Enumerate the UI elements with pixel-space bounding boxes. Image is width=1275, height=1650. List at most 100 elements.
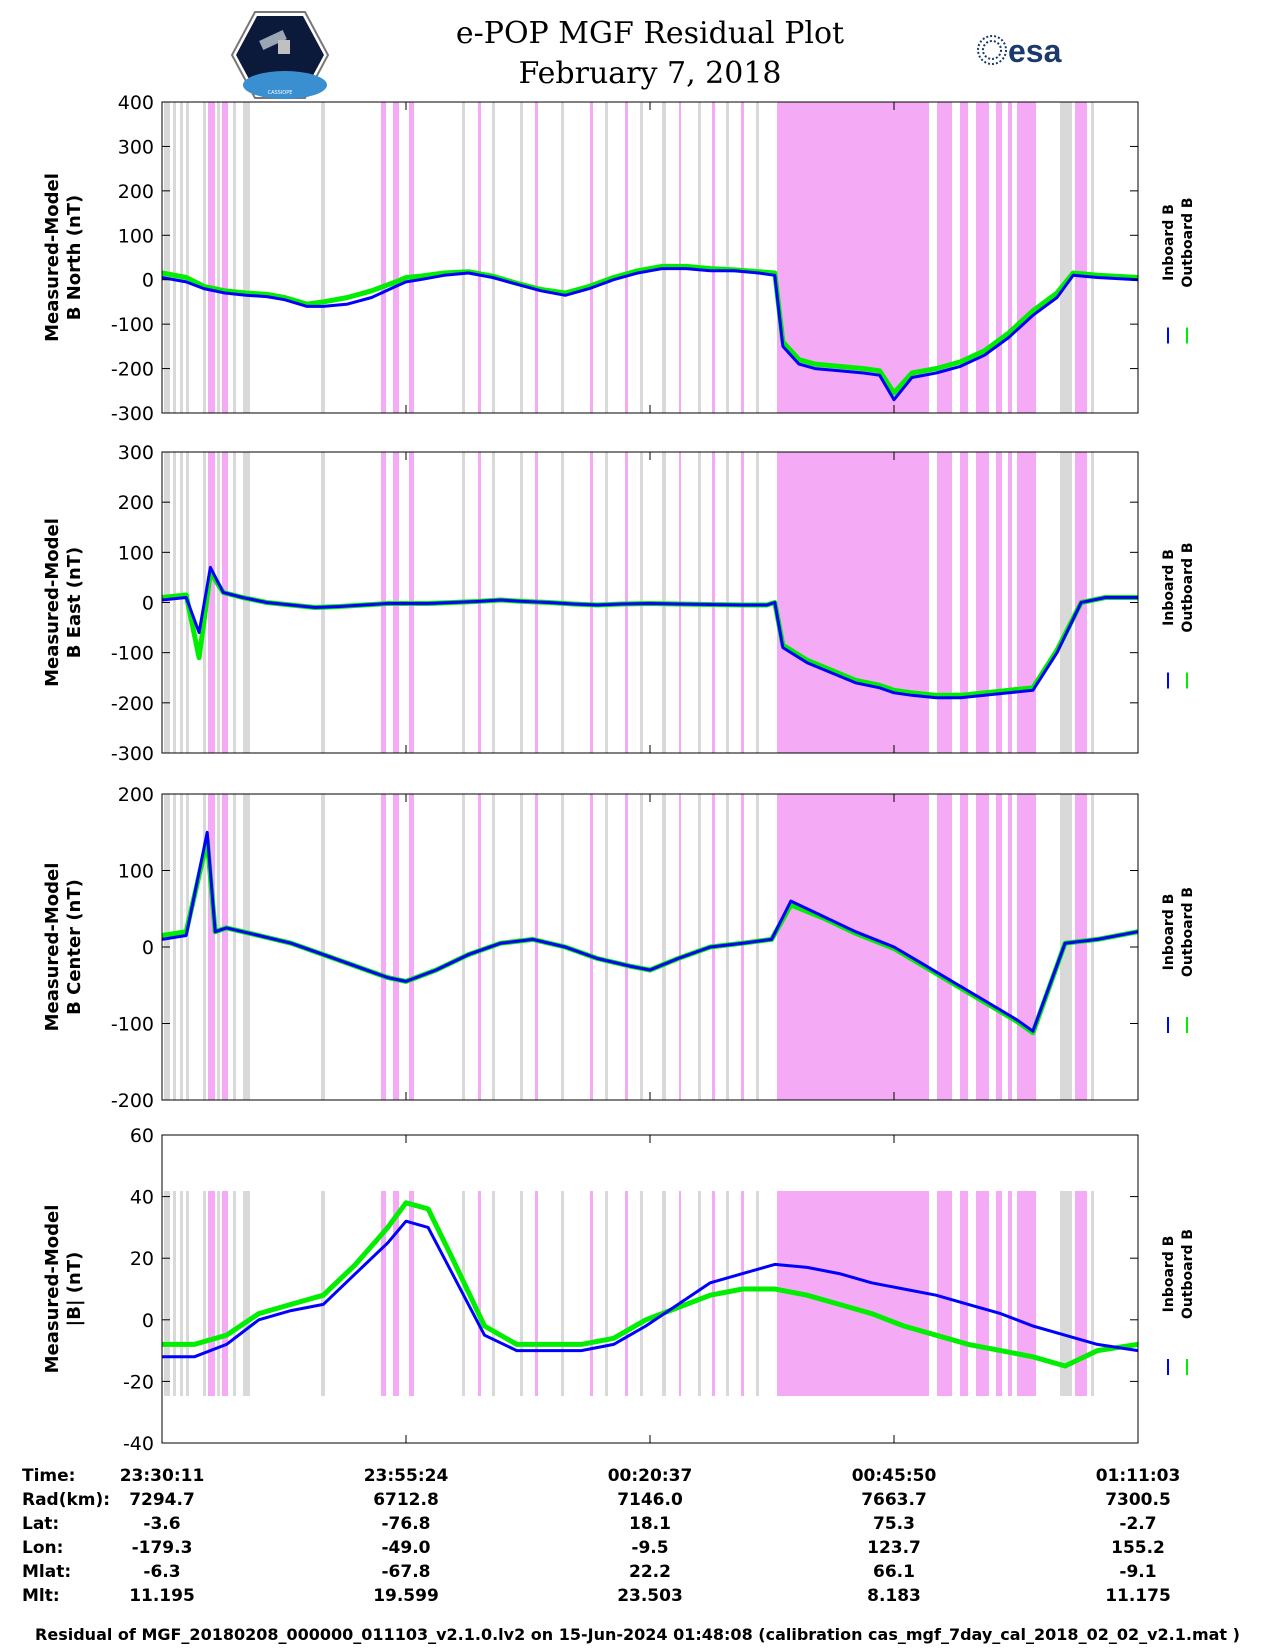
eclipse-band-4	[203, 794, 206, 1100]
eclipse-band-6	[217, 452, 220, 753]
data-gap-band-5	[208, 794, 215, 1100]
cassiope-logo-text: CASSIOPE	[268, 90, 293, 96]
eclipse-band-6	[217, 794, 220, 1100]
info-row-value: 22.2	[629, 1562, 671, 1582]
panel-3: 200 100 0 -100 -200 Measured-Model B Center (n…	[42, 784, 1196, 1112]
eclipse-band-30	[756, 452, 759, 753]
series-outboard-b-line	[161, 263, 1139, 396]
info-row-value: -179.3	[131, 1538, 193, 1558]
info-row-value: 75.3	[873, 1514, 915, 1534]
panel-4-legend: Inboard B Outboard B	[1161, 1229, 1196, 1375]
eclipse-band-21	[605, 102, 608, 413]
series-inboard-b-line	[162, 1219, 1139, 1359]
info-row-4: Mlat: -6.3 -67.8 22.2 66.1 -9.1	[0, 1562, 1275, 1586]
y-tick-label: -100	[111, 643, 154, 665]
info-row-value: -9.1	[1119, 1562, 1157, 1582]
eclipse-band-2	[180, 452, 183, 753]
legend-outboard-label: Outboard B	[1180, 887, 1196, 977]
eclipse-band-30	[756, 102, 759, 413]
data-gap-band-36	[1008, 452, 1012, 753]
y-tick-label: -300	[111, 743, 154, 765]
y-tick-label: -200	[111, 693, 154, 715]
y-tick-label: 40	[130, 1187, 154, 1209]
data-gap-band-22	[625, 794, 628, 1100]
plot-title: e-POP MGF Residual Plot February 7, 2018	[380, 14, 920, 94]
eclipse-band-10	[321, 794, 325, 1100]
eclipse-band-1	[173, 102, 176, 413]
data-gap-band-13	[409, 794, 414, 1100]
eclipse-band-3	[186, 794, 189, 1100]
data-gap-band-35	[996, 1191, 1002, 1396]
data-gap-band-31	[777, 452, 929, 753]
eclipse-band-28	[726, 102, 729, 413]
info-row-label: Rad(km):	[22, 1490, 111, 1510]
eclipse-band-2	[180, 794, 183, 1100]
y-tick-label: 0	[142, 937, 154, 959]
y-tick-label: 300	[118, 442, 154, 464]
panel-3-legend: Inboard B Outboard B	[1161, 887, 1196, 1033]
info-row-value: 7146.0	[617, 1490, 683, 1510]
data-gap-band-20	[590, 1191, 593, 1396]
data-gap-band-37	[1017, 102, 1036, 413]
info-row-value: 6712.8	[373, 1490, 439, 1510]
eclipse-band-10	[321, 102, 325, 413]
eclipse-band-19	[561, 102, 564, 413]
legend-inboard-label: Inboard B	[1161, 204, 1177, 281]
series-outboard-b-line	[161, 569, 1138, 698]
y-tick-label: 100	[118, 861, 154, 883]
panel-1-bands	[164, 102, 1094, 413]
data-gap-band-5	[208, 452, 215, 753]
y-tick-label: 0	[142, 1310, 154, 1332]
panel-2: 300 200 100 0 -100 -200 -300 Measured-Model B Ea…	[42, 442, 1196, 765]
data-gap-band-18	[535, 1191, 538, 1396]
eclipse-band-9	[243, 452, 250, 753]
data-gap-band-12	[393, 1191, 399, 1396]
y-tick-label: 200	[118, 784, 154, 806]
eclipse-band-4	[203, 102, 206, 413]
eclipse-band-10	[321, 452, 325, 753]
y-axis-label-line2: |B| (nT)	[64, 1252, 85, 1327]
data-gap-band-33	[960, 1191, 968, 1396]
info-row-value: 19.599	[373, 1586, 439, 1606]
info-row-value: 18.1	[629, 1514, 671, 1534]
info-row-value: 23:55:24	[363, 1466, 449, 1486]
info-row-value: 01:11:03	[1095, 1466, 1181, 1486]
data-gap-band-33	[960, 452, 968, 753]
eclipse-band-16	[492, 1191, 495, 1396]
y-tick-label: 0	[142, 593, 154, 615]
y-tick-label: -200	[111, 359, 154, 381]
info-row-value: 7663.7	[861, 1490, 927, 1510]
eclipse-band-8	[233, 1191, 236, 1396]
info-row-label: Lat:	[22, 1514, 60, 1534]
eclipse-band-16	[492, 102, 495, 413]
esa-logo: esa	[975, 32, 1085, 76]
plot-title-date: February 7, 2018	[518, 56, 782, 91]
eclipse-band-6	[217, 102, 220, 413]
panel-4-frame	[161, 1134, 1139, 1444]
info-row-value: -67.8	[381, 1562, 431, 1582]
series-inboard-b-line	[161, 267, 1139, 402]
y-tick-label: 200	[118, 181, 154, 203]
legend-outboard-label: Outboard B	[1180, 542, 1196, 632]
eclipse-band-14	[462, 102, 465, 413]
data-gap-band-7	[222, 1191, 228, 1396]
panel-1-legend: Inboard B Outboard B	[1161, 197, 1196, 344]
info-row-label: Time:	[22, 1466, 76, 1486]
eclipse-band-3	[186, 102, 189, 413]
data-gap-band-29	[741, 102, 744, 413]
legend-inboard-label: Inboard B	[1161, 1236, 1177, 1313]
data-gap-band-27	[712, 102, 715, 413]
eclipse-band-1	[173, 794, 176, 1100]
eclipse-band-38	[1060, 1191, 1072, 1396]
eclipse-band-30	[756, 794, 759, 1100]
panel-4: 60 40 20 0 -20 -40 Measured-Model |B| (nT) Inboa…	[42, 1125, 1196, 1455]
panel-1-frame	[161, 101, 1139, 414]
eclipse-band-40	[1091, 1191, 1094, 1396]
data-gap-band-32	[937, 1191, 952, 1396]
y-axis-label-line1: Measured-Model	[42, 1205, 63, 1374]
info-row-label: Lon:	[22, 1538, 64, 1558]
data-gap-band-39	[1075, 1191, 1087, 1396]
data-gap-band-15	[478, 1191, 481, 1396]
eclipse-band-17	[520, 102, 523, 413]
series-inboard-b-line	[161, 565, 1138, 700]
